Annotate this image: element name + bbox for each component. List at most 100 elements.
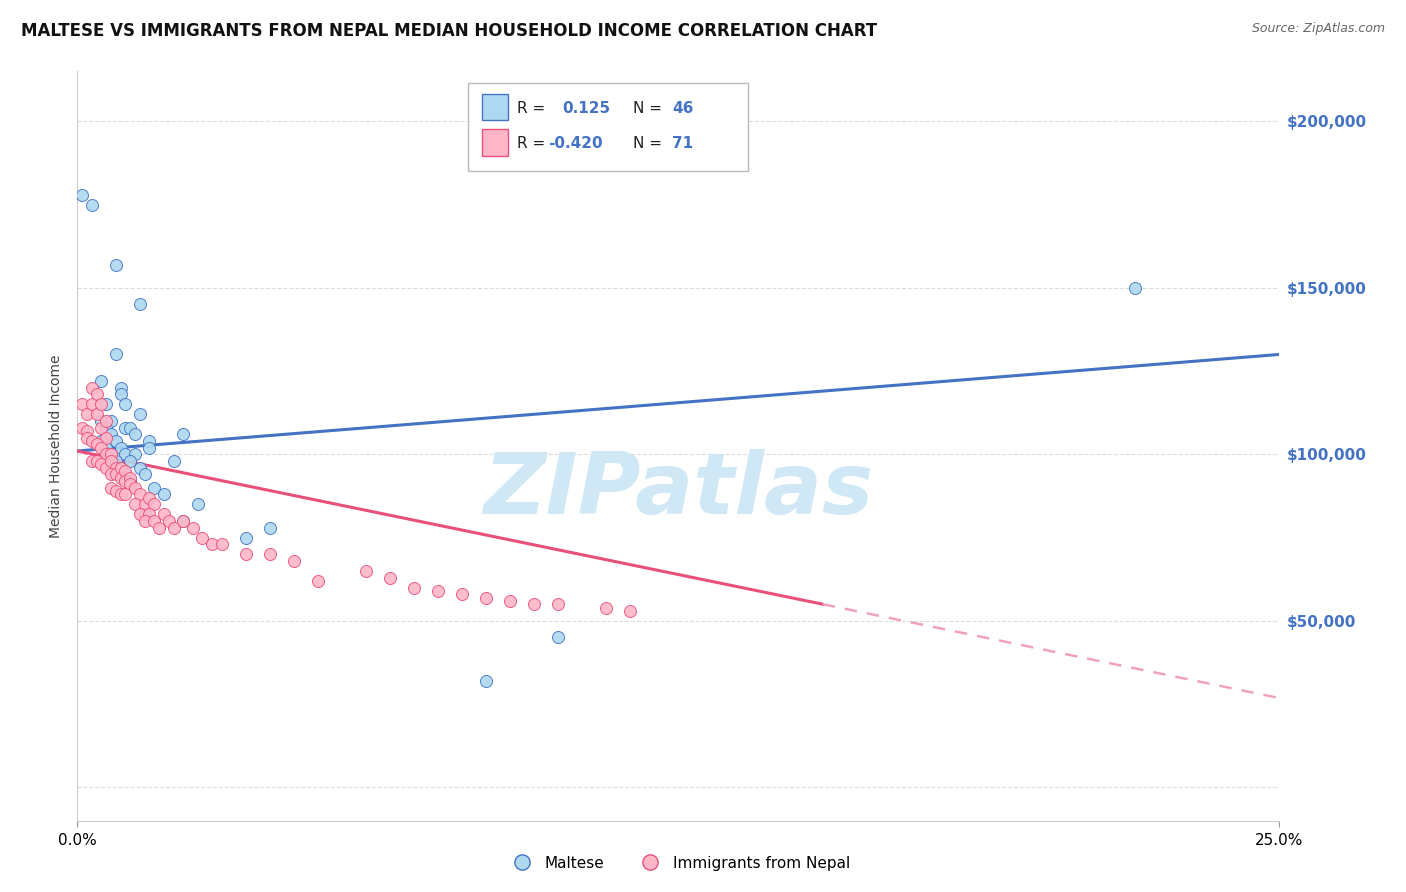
Text: -0.420: -0.420 bbox=[548, 136, 603, 152]
Point bbox=[138, 508, 160, 522]
Point bbox=[153, 487, 176, 501]
Point bbox=[104, 347, 127, 361]
Point bbox=[307, 574, 329, 588]
Point bbox=[114, 464, 136, 478]
Point bbox=[120, 477, 142, 491]
Point bbox=[104, 258, 127, 272]
Point bbox=[201, 537, 224, 551]
Point bbox=[96, 397, 118, 411]
Point bbox=[70, 187, 93, 202]
Point bbox=[211, 537, 233, 551]
Point bbox=[172, 514, 194, 528]
Point bbox=[547, 597, 569, 611]
Point bbox=[70, 420, 93, 434]
Point bbox=[124, 497, 146, 511]
Text: ZIPatlas: ZIPatlas bbox=[484, 450, 873, 533]
Point bbox=[100, 481, 122, 495]
Point bbox=[128, 508, 150, 522]
Point bbox=[378, 570, 401, 584]
Text: N =: N = bbox=[633, 101, 662, 116]
Text: 46: 46 bbox=[672, 101, 693, 116]
Point bbox=[124, 427, 146, 442]
Point bbox=[96, 414, 118, 428]
Point bbox=[110, 470, 132, 484]
Point bbox=[124, 447, 146, 461]
Point bbox=[104, 467, 127, 482]
Point bbox=[120, 470, 142, 484]
Point bbox=[80, 397, 103, 411]
Point bbox=[124, 481, 146, 495]
Point bbox=[162, 454, 184, 468]
Point bbox=[547, 631, 569, 645]
Point bbox=[475, 591, 498, 605]
Point bbox=[523, 597, 546, 611]
Point bbox=[86, 437, 108, 451]
Point bbox=[191, 531, 214, 545]
Point bbox=[100, 454, 122, 468]
Point bbox=[110, 460, 132, 475]
Point bbox=[134, 467, 156, 482]
Point bbox=[259, 547, 281, 561]
Point bbox=[76, 408, 98, 422]
Point bbox=[90, 397, 112, 411]
Point bbox=[427, 583, 450, 598]
Point bbox=[90, 441, 112, 455]
Point bbox=[104, 483, 127, 498]
Point bbox=[114, 487, 136, 501]
Point bbox=[162, 520, 184, 534]
Point bbox=[90, 420, 112, 434]
Point bbox=[110, 487, 132, 501]
Point bbox=[595, 600, 617, 615]
Point bbox=[100, 467, 122, 482]
Point bbox=[134, 514, 156, 528]
Y-axis label: Median Household Income: Median Household Income bbox=[49, 354, 63, 538]
Point bbox=[475, 673, 498, 688]
Point bbox=[114, 447, 136, 461]
Point bbox=[110, 460, 132, 475]
Point bbox=[90, 458, 112, 472]
Point bbox=[172, 427, 194, 442]
Point bbox=[402, 581, 425, 595]
Point bbox=[259, 520, 281, 534]
Text: MALTESE VS IMMIGRANTS FROM NEPAL MEDIAN HOUSEHOLD INCOME CORRELATION CHART: MALTESE VS IMMIGRANTS FROM NEPAL MEDIAN … bbox=[21, 22, 877, 40]
Point bbox=[90, 434, 112, 448]
Point bbox=[143, 497, 166, 511]
Point bbox=[235, 531, 257, 545]
Point bbox=[143, 514, 166, 528]
Text: N =: N = bbox=[633, 136, 662, 152]
Point bbox=[104, 454, 127, 468]
Point bbox=[114, 397, 136, 411]
Point bbox=[100, 447, 122, 461]
Point bbox=[96, 420, 118, 434]
Point bbox=[128, 297, 150, 311]
Point bbox=[114, 420, 136, 434]
Point bbox=[1123, 281, 1146, 295]
Text: R =: R = bbox=[517, 136, 546, 152]
Point bbox=[134, 497, 156, 511]
Point bbox=[128, 487, 150, 501]
Point bbox=[86, 387, 108, 401]
Point bbox=[148, 520, 170, 534]
Point bbox=[104, 460, 127, 475]
Point bbox=[90, 414, 112, 428]
Text: 0.125: 0.125 bbox=[562, 101, 610, 116]
Legend: Maltese, Immigrants from Nepal: Maltese, Immigrants from Nepal bbox=[501, 849, 856, 877]
Point bbox=[181, 520, 204, 534]
Point bbox=[96, 431, 118, 445]
Point bbox=[499, 594, 522, 608]
Point bbox=[186, 497, 209, 511]
Point bbox=[619, 604, 641, 618]
Point bbox=[80, 197, 103, 211]
Point bbox=[76, 431, 98, 445]
Point bbox=[104, 434, 127, 448]
Text: 71: 71 bbox=[672, 136, 693, 152]
Point bbox=[110, 381, 132, 395]
Point bbox=[157, 514, 180, 528]
Point bbox=[120, 454, 142, 468]
Point bbox=[86, 454, 108, 468]
Point bbox=[138, 491, 160, 505]
Point bbox=[96, 447, 118, 461]
Point bbox=[283, 554, 305, 568]
Point bbox=[76, 424, 98, 438]
Point bbox=[100, 447, 122, 461]
